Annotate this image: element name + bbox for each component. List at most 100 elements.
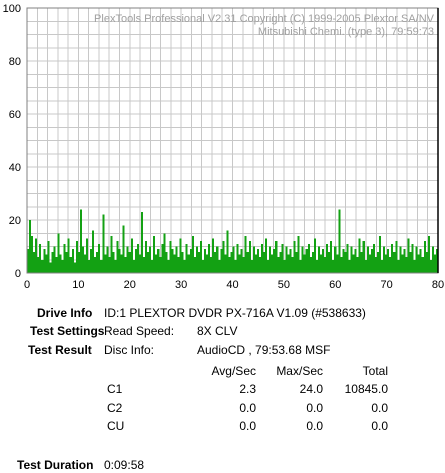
c1-bar bbox=[218, 259, 221, 273]
c1-bar bbox=[360, 251, 363, 273]
c1-bar bbox=[342, 249, 345, 273]
y-tick-labels: 0 20 40 60 80 100 bbox=[3, 3, 21, 280]
c1-bar bbox=[340, 257, 343, 273]
x-tick-label: 80 bbox=[432, 279, 444, 291]
c1-bar bbox=[287, 254, 290, 273]
c1-bar bbox=[71, 249, 74, 273]
c1-bar bbox=[199, 241, 202, 273]
c1-bar bbox=[73, 262, 76, 273]
c1-bar bbox=[252, 246, 255, 273]
c1-bar bbox=[427, 235, 430, 273]
c1-bar bbox=[201, 259, 205, 273]
col-total-header: Total bbox=[362, 364, 388, 378]
c1-bar bbox=[319, 254, 323, 273]
c1-bar bbox=[31, 235, 34, 273]
c1-bar bbox=[425, 251, 428, 273]
c1-bar bbox=[293, 241, 296, 273]
x-tick-label: 70 bbox=[381, 279, 393, 291]
disc-info-label: Disc Info: bbox=[104, 343, 155, 357]
y-tick-label: 20 bbox=[9, 215, 21, 227]
c1-bar bbox=[193, 257, 196, 273]
read-speed-value: 8X CLV bbox=[197, 324, 238, 338]
c1-bar bbox=[421, 257, 424, 273]
c1-bar bbox=[90, 249, 93, 273]
c1-bar bbox=[77, 251, 80, 273]
c1-bar bbox=[332, 259, 335, 273]
c1-bar bbox=[346, 243, 349, 273]
c1-bar bbox=[385, 254, 388, 273]
c1-bar bbox=[256, 249, 259, 273]
c1-bar bbox=[265, 238, 268, 273]
c1-bar bbox=[120, 254, 123, 273]
c1-bar bbox=[313, 238, 316, 273]
c1-bar bbox=[189, 249, 192, 273]
c1-bar bbox=[303, 254, 306, 273]
row-cu-max: 0.0 bbox=[306, 419, 323, 433]
c1-bar bbox=[173, 254, 176, 273]
c1-bar bbox=[57, 233, 60, 273]
c1-bar bbox=[220, 249, 223, 273]
c1-bar bbox=[153, 235, 156, 273]
c1-bar bbox=[35, 238, 38, 273]
c1-bar bbox=[106, 246, 109, 273]
c1-bar bbox=[181, 251, 184, 273]
c1-bar bbox=[315, 259, 318, 273]
c1-bar bbox=[374, 257, 377, 273]
c1-bar bbox=[291, 257, 294, 273]
c1-bar bbox=[324, 257, 327, 273]
c1-bar bbox=[138, 254, 141, 273]
c1-bar bbox=[128, 251, 131, 273]
c1-bar bbox=[63, 243, 66, 273]
c1-bar bbox=[305, 249, 308, 273]
x-tick-label: 20 bbox=[124, 279, 136, 291]
c1-bar bbox=[140, 212, 143, 273]
c1-bar bbox=[285, 246, 288, 273]
c1-bar bbox=[299, 259, 302, 273]
c1-bar bbox=[175, 246, 178, 273]
row-c1-name: C1 bbox=[107, 382, 123, 396]
c1-bar bbox=[228, 257, 231, 273]
c1-bar bbox=[185, 243, 188, 273]
c1-bar bbox=[67, 238, 70, 273]
c1-bar bbox=[51, 251, 54, 273]
row-c1-avg: 2.3 bbox=[239, 382, 256, 396]
c1-bar bbox=[413, 259, 416, 273]
c1-bar bbox=[415, 246, 418, 273]
x-tick-labels: 0 10 20 30 40 50 60 70 80 bbox=[24, 279, 444, 291]
c1-bar bbox=[405, 257, 408, 273]
c1-bar bbox=[387, 249, 390, 273]
c1-bar bbox=[55, 257, 58, 273]
drive-info-label: Drive Info bbox=[37, 306, 93, 320]
watermark-line-1: PlexTools Professional V2.31 Copyright (… bbox=[94, 13, 435, 25]
c1-bar bbox=[277, 257, 280, 273]
row-c2-name: C2 bbox=[107, 401, 123, 415]
row-c2-max: 0.0 bbox=[306, 401, 323, 415]
c1-bar bbox=[27, 249, 30, 273]
c1-bar bbox=[145, 241, 148, 273]
c1-bar bbox=[157, 249, 160, 273]
c1-bar bbox=[423, 241, 426, 273]
c1-bar bbox=[124, 257, 127, 273]
c1-bar bbox=[356, 257, 359, 273]
chart-grid bbox=[26, 7, 439, 274]
c1-bar bbox=[37, 257, 40, 273]
c1-bar bbox=[263, 251, 266, 273]
c1-bar bbox=[151, 259, 154, 273]
c1-bar bbox=[330, 241, 333, 273]
c1-bar bbox=[116, 241, 119, 273]
c1-bar bbox=[399, 246, 402, 273]
c1-bar bbox=[397, 259, 400, 273]
x-tick-label: 40 bbox=[226, 279, 238, 291]
c1-bar bbox=[273, 249, 276, 273]
row-c1-total: 10845.0 bbox=[344, 382, 388, 396]
c1-bar bbox=[132, 259, 135, 273]
error-rate-chart: PlexTools Professional V2.31 Copyright (… bbox=[3, 3, 444, 291]
c1-bar bbox=[322, 249, 325, 273]
c1-bar bbox=[281, 243, 284, 273]
c1-bar bbox=[43, 249, 46, 273]
c1-bars bbox=[27, 209, 438, 273]
c1-bar bbox=[419, 249, 422, 273]
c1-bar bbox=[142, 257, 146, 273]
c1-bar bbox=[383, 246, 386, 273]
c1-bar bbox=[33, 251, 36, 273]
